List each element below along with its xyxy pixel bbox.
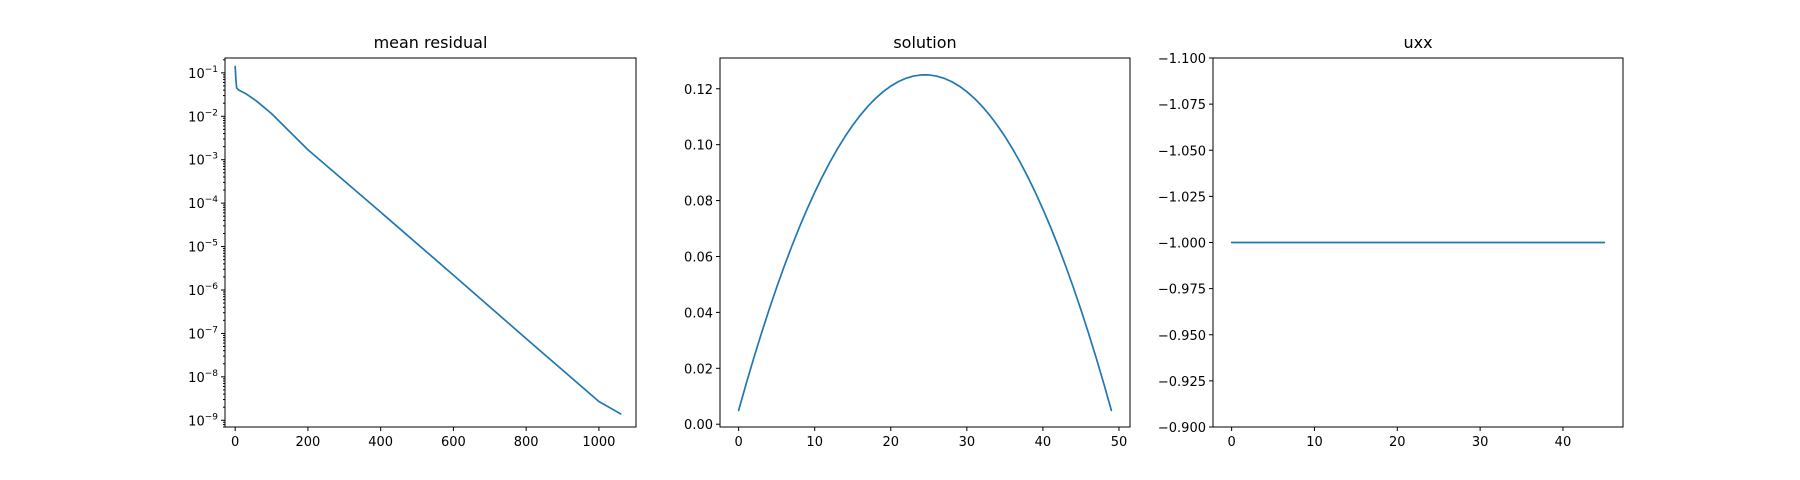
series-line-1 (737, 74, 1113, 412)
y-tick-base: 10 (188, 67, 205, 82)
x-tick-label: 400 (368, 435, 393, 450)
x-tick-label: 1000 (582, 435, 615, 450)
y-tick-label: 10−5 (188, 239, 218, 256)
chart-title: mean residual (374, 33, 488, 52)
x-tick-label: 800 (514, 435, 539, 450)
chart-title: uxx (1403, 33, 1432, 52)
x-tick-label: 10 (806, 435, 823, 450)
y-tick-base: 10 (188, 327, 205, 342)
y-tick-label: 10−9 (188, 412, 218, 429)
y-tick-base: 10 (188, 284, 205, 299)
subplot-3: uxx 0 10 20 30 40 −1.100 −1.075 −1.050 −1.025 −1.0… (1158, 33, 1624, 450)
y-tick-exponent: −4 (205, 195, 219, 205)
y-tick-label: 0.12 (684, 83, 713, 98)
axes-frame (719, 57, 1131, 428)
x-tick-label: 20 (1389, 435, 1406, 450)
y-tick-exponent: −5 (205, 239, 218, 249)
y-tick-base: 10 (188, 154, 205, 169)
y-tick-exponent: −3 (205, 152, 218, 162)
y-tick-label: 10−2 (188, 108, 218, 125)
y-tick-label: 10−6 (188, 282, 218, 299)
y-tick-exponent: −8 (205, 369, 219, 379)
x-tick-label: 600 (441, 435, 466, 450)
y-tick-label: 10−4 (188, 195, 218, 212)
x-tick-label: 0 (1227, 435, 1235, 450)
y-tick-exponent: −1 (205, 65, 218, 75)
y-tick-base: 10 (188, 197, 205, 212)
y-tick-label: −1.100 (1158, 52, 1206, 67)
y-tick-label: −0.900 (1158, 421, 1206, 436)
y-tick-label: 0.04 (684, 306, 713, 321)
x-tick-label: 50 (1111, 435, 1128, 450)
chart-title: solution (893, 33, 956, 52)
y-tick-label: 0.06 (684, 250, 713, 265)
x-tick-label: 0 (231, 435, 239, 450)
x-tick-label: 10 (1306, 435, 1323, 450)
axes-frame (224, 57, 637, 428)
y-tick-label: −1.075 (1158, 98, 1206, 113)
y-tick-label: 10−8 (188, 369, 218, 386)
y-tick-label: −1.050 (1158, 144, 1206, 159)
y-tick-label: −1.025 (1158, 190, 1206, 205)
y-tick-label: 0.02 (684, 362, 713, 377)
x-tick-label: 30 (959, 435, 976, 450)
y-tick-base: 10 (188, 110, 205, 125)
y-tick-label: 10−1 (188, 65, 218, 82)
subplot-2: solution 0 10 20 30 40 50 0.00 0.02 0.04 0.06 0.08 0… (684, 33, 1131, 450)
y-tick-label: 10−7 (188, 325, 218, 342)
y-tick-base: 10 (188, 371, 205, 386)
y-tick-label: 0.08 (684, 195, 713, 210)
y-tick-label: −0.950 (1158, 329, 1206, 344)
x-tick-label: 30 (1472, 435, 1489, 450)
y-tick-base: 10 (188, 241, 205, 256)
x-tick-label: 0 (734, 435, 742, 450)
y-tick-base: 10 (188, 414, 205, 429)
y-tick-label: 0.10 (684, 139, 713, 154)
y-tick-label: 0.00 (684, 418, 713, 433)
y-tick-label: −0.975 (1158, 283, 1206, 298)
y-tick-exponent: −9 (205, 412, 219, 422)
x-tick-label: 40 (1555, 435, 1572, 450)
y-tick-label: 10−3 (188, 152, 218, 169)
y-tick-exponent: −2 (205, 108, 218, 118)
x-tick-label: 200 (296, 435, 321, 450)
y-tick-exponent: −7 (205, 325, 218, 335)
y-tick-exponent: −6 (205, 282, 219, 292)
y-tick-label: −0.925 (1158, 375, 1206, 390)
x-tick-label: 20 (882, 435, 899, 450)
x-tick-label: 40 (1035, 435, 1052, 450)
y-tick-label: −1.000 (1158, 237, 1206, 252)
series-line-1 (234, 65, 622, 415)
